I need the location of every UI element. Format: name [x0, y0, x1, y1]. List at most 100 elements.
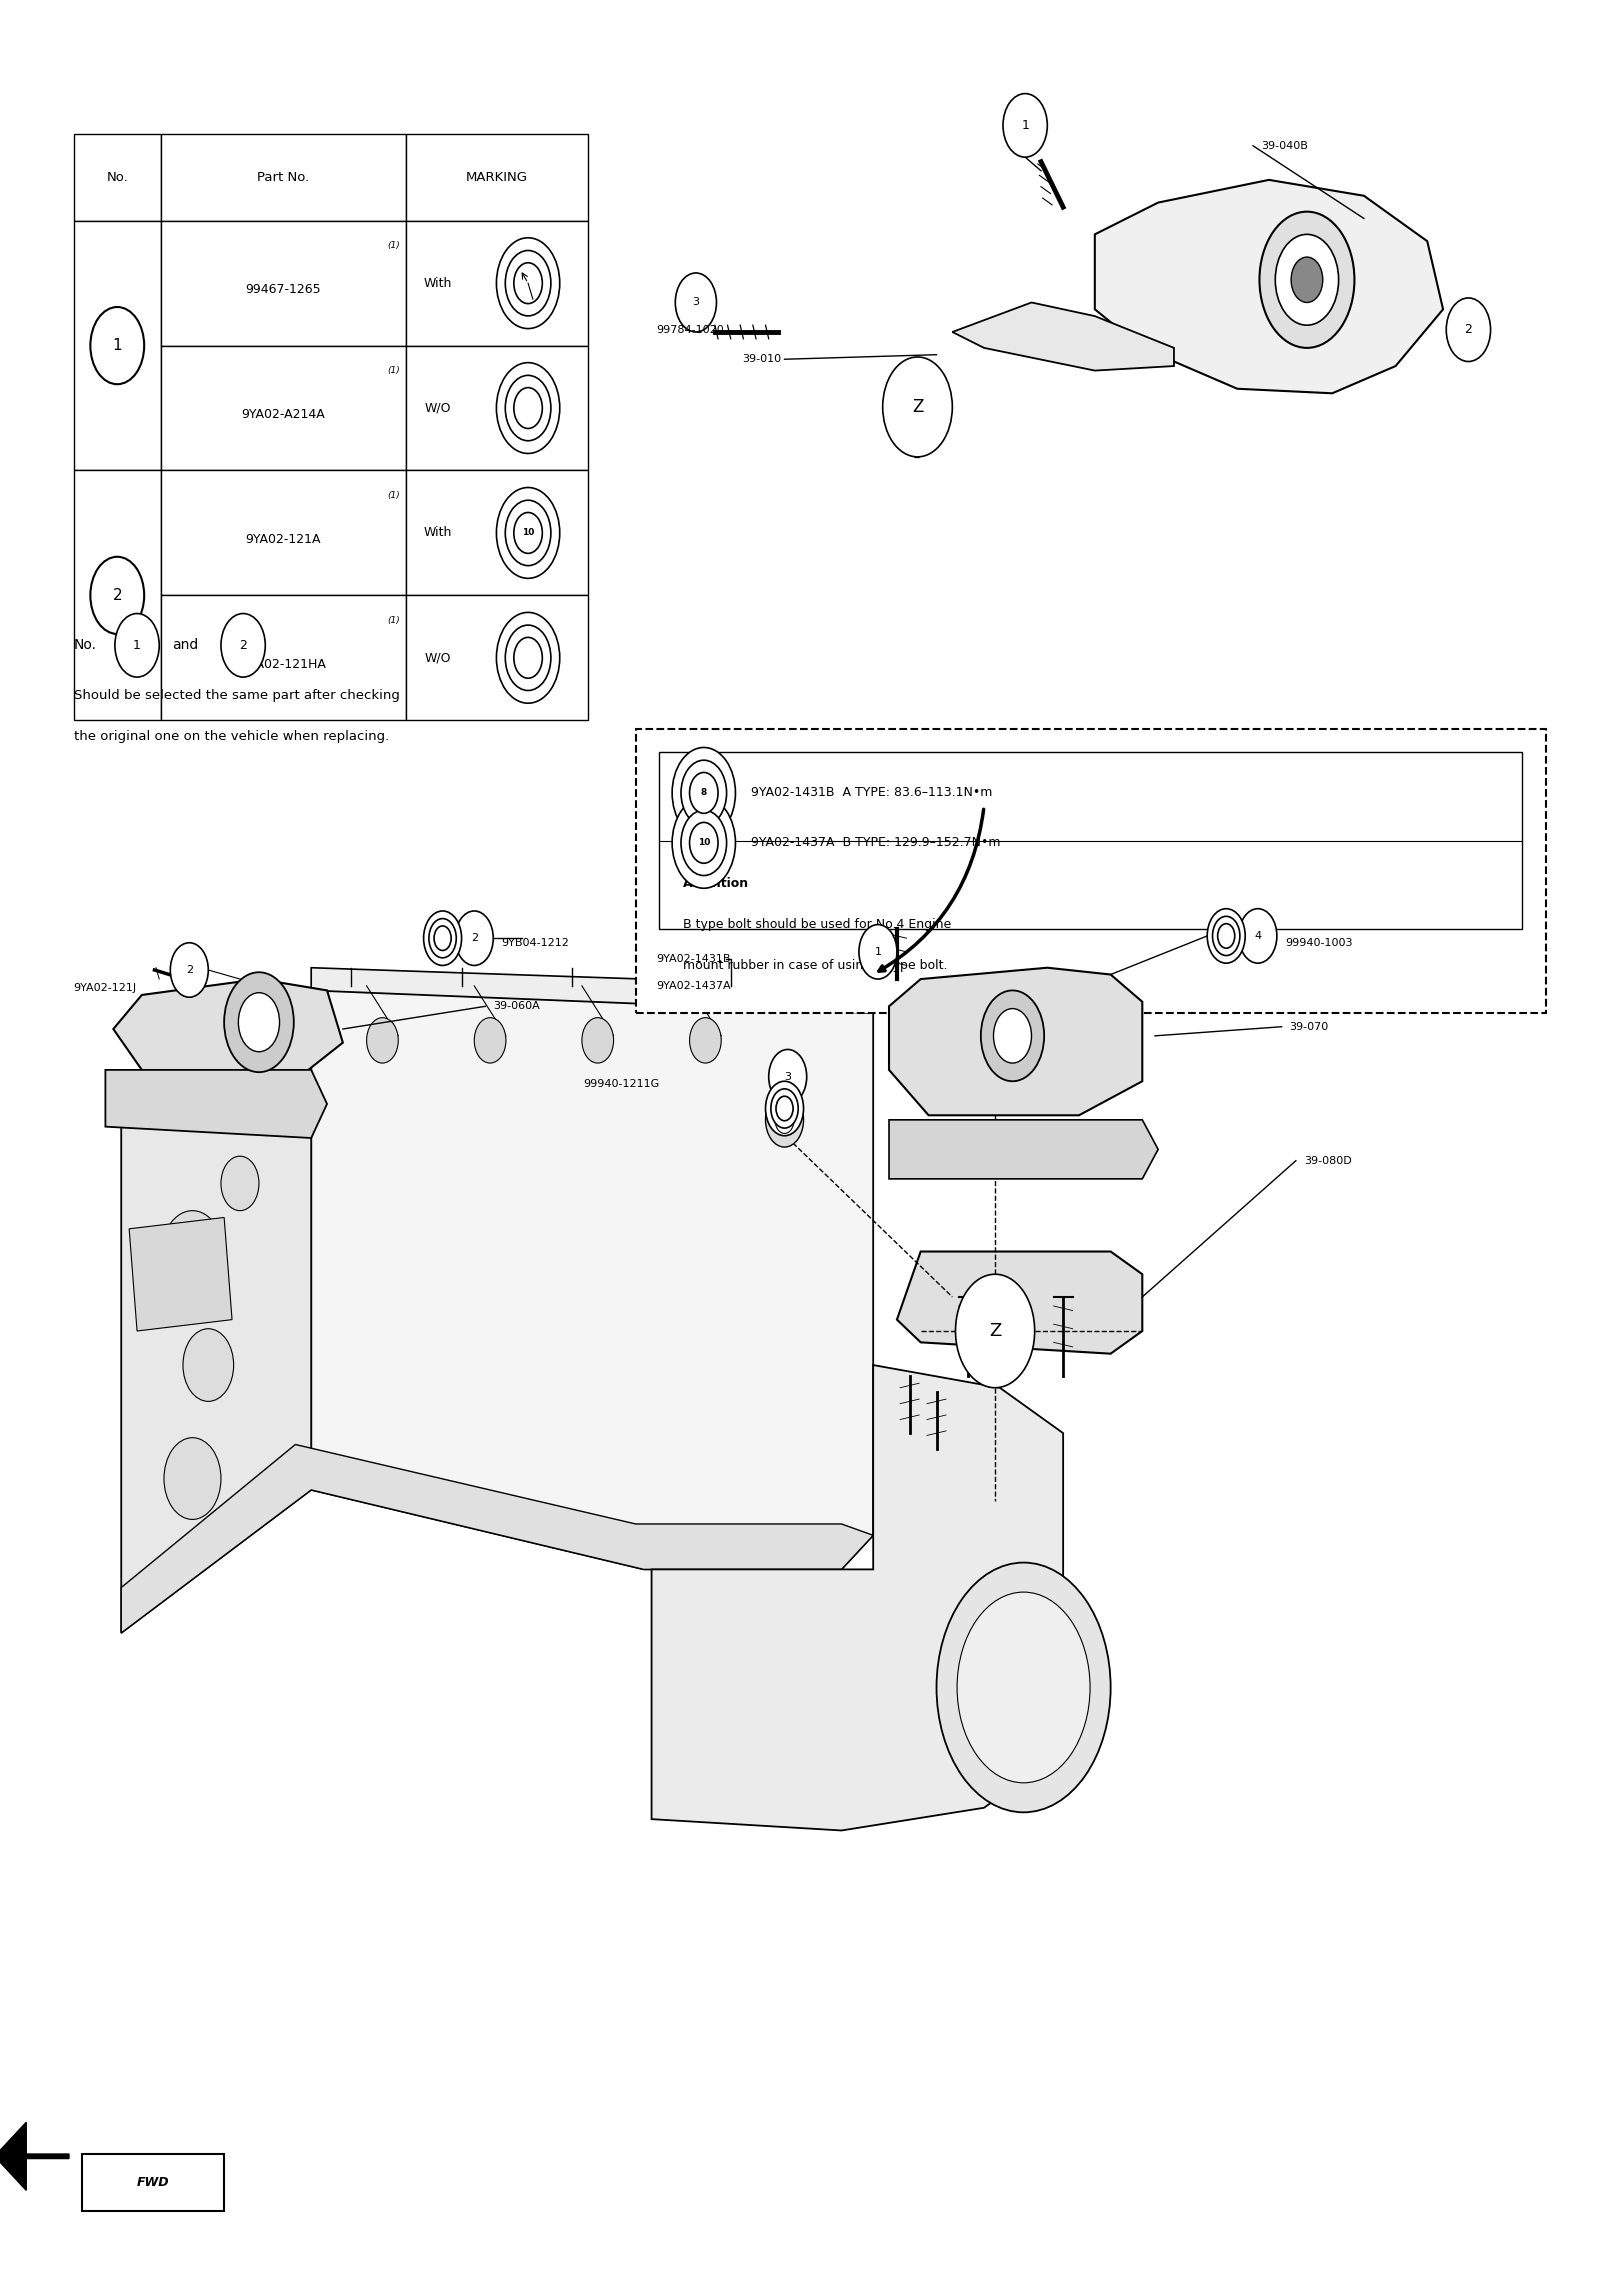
Text: W/O: W/O: [424, 651, 450, 665]
Text: 9YA02-1431B: 9YA02-1431B: [656, 954, 731, 963]
Circle shape: [680, 760, 727, 826]
Text: FWD: FWD: [136, 2176, 168, 2190]
Bar: [81, 2153, 224, 2210]
Circle shape: [776, 1097, 794, 1120]
Circle shape: [434, 926, 450, 951]
Polygon shape: [889, 967, 1142, 1115]
Circle shape: [514, 262, 543, 303]
Text: 1: 1: [875, 947, 881, 956]
Text: (1): (1): [387, 241, 400, 250]
Circle shape: [164, 1438, 220, 1520]
Circle shape: [514, 387, 543, 428]
Circle shape: [366, 1017, 399, 1063]
Circle shape: [672, 747, 735, 838]
Circle shape: [514, 512, 543, 553]
Text: mount rubber in case of using A type bolt.: mount rubber in case of using A type bol…: [684, 958, 948, 972]
Text: Z: Z: [988, 1322, 1001, 1341]
Text: 10: 10: [698, 838, 710, 847]
Text: 9YA02-A214A: 9YA02-A214A: [241, 407, 326, 421]
Text: 9YA02-1437A  B TYPE: 129.9–152.7N•m: 9YA02-1437A B TYPE: 129.9–152.7N•m: [752, 835, 1001, 849]
Circle shape: [505, 250, 551, 316]
Polygon shape: [311, 967, 873, 1036]
Text: No.: No.: [75, 637, 97, 653]
Polygon shape: [105, 1070, 327, 1138]
Circle shape: [690, 772, 718, 813]
Text: 3: 3: [692, 298, 700, 307]
Text: 1: 1: [1021, 118, 1029, 132]
Circle shape: [220, 615, 266, 676]
Bar: [160, 346, 407, 471]
Circle shape: [883, 357, 953, 457]
Text: Attention: Attention: [684, 876, 750, 890]
Text: B type bolt should be used for No.4 Engine: B type bolt should be used for No.4 Engi…: [684, 917, 951, 931]
Circle shape: [690, 1017, 721, 1063]
Text: 9YA02-1431B  A TYPE: 83.6–113.1N•m: 9YA02-1431B A TYPE: 83.6–113.1N•m: [752, 787, 993, 799]
Polygon shape: [113, 979, 343, 1092]
Text: 9YA02-121HA: 9YA02-121HA: [241, 658, 326, 671]
Bar: [407, 471, 588, 596]
Polygon shape: [122, 1445, 873, 1632]
Polygon shape: [889, 1120, 1158, 1179]
Circle shape: [429, 920, 457, 958]
Circle shape: [115, 615, 159, 676]
Text: With: With: [424, 526, 452, 539]
Text: 2: 2: [240, 640, 248, 651]
Text: 4: 4: [1254, 931, 1262, 940]
Text: 99784-1020: 99784-1020: [656, 325, 724, 335]
Text: 8: 8: [701, 787, 706, 797]
Circle shape: [91, 558, 144, 635]
Polygon shape: [897, 1252, 1142, 1354]
Circle shape: [936, 1564, 1111, 1812]
Circle shape: [514, 637, 543, 678]
Circle shape: [672, 797, 735, 888]
Text: 39-060A: 39-060A: [492, 1001, 539, 1011]
Bar: [75, 471, 160, 719]
Circle shape: [1259, 212, 1354, 348]
Circle shape: [1212, 917, 1239, 956]
Bar: [75, 221, 160, 471]
Text: the original one on the vehicle when replacing.: the original one on the vehicle when rep…: [75, 731, 389, 742]
Text: 9YA02-1437A: 9YA02-1437A: [656, 981, 731, 990]
Circle shape: [220, 1156, 259, 1211]
Circle shape: [957, 1593, 1090, 1782]
Text: 2: 2: [1464, 323, 1473, 337]
Bar: [75, 134, 160, 221]
Text: Part No.: Part No.: [258, 171, 309, 184]
Text: 1: 1: [133, 640, 141, 651]
Polygon shape: [0, 2121, 70, 2190]
Text: 2: 2: [112, 587, 122, 603]
Text: (1): (1): [387, 492, 400, 501]
Circle shape: [505, 626, 551, 690]
Circle shape: [690, 822, 718, 863]
Circle shape: [91, 307, 144, 385]
Polygon shape: [651, 1366, 1063, 1830]
Text: MARKING: MARKING: [467, 171, 528, 184]
Bar: [160, 471, 407, 596]
Bar: [160, 221, 407, 346]
Polygon shape: [122, 990, 311, 1632]
Circle shape: [766, 1092, 804, 1147]
Circle shape: [1239, 908, 1277, 963]
Text: 99467-1265: 99467-1265: [246, 282, 321, 296]
Polygon shape: [130, 1218, 232, 1331]
Circle shape: [1218, 924, 1234, 949]
Text: 39-040B: 39-040B: [1260, 141, 1307, 150]
Text: W/O: W/O: [424, 401, 450, 414]
Text: 39-070: 39-070: [1290, 1022, 1328, 1031]
Circle shape: [475, 1017, 505, 1063]
Text: (1): (1): [387, 617, 400, 626]
Circle shape: [170, 942, 209, 997]
Text: No.: No.: [107, 171, 128, 184]
Circle shape: [183, 1329, 233, 1402]
Polygon shape: [1095, 180, 1443, 394]
Bar: [160, 134, 407, 221]
Text: and: and: [172, 637, 198, 653]
Circle shape: [980, 990, 1045, 1081]
Circle shape: [496, 612, 561, 703]
Circle shape: [1003, 93, 1047, 157]
Text: (1): (1): [387, 366, 400, 376]
Bar: [407, 596, 588, 719]
Text: 39-080D: 39-080D: [1304, 1156, 1351, 1165]
Text: 1: 1: [112, 339, 122, 353]
Polygon shape: [953, 303, 1174, 371]
